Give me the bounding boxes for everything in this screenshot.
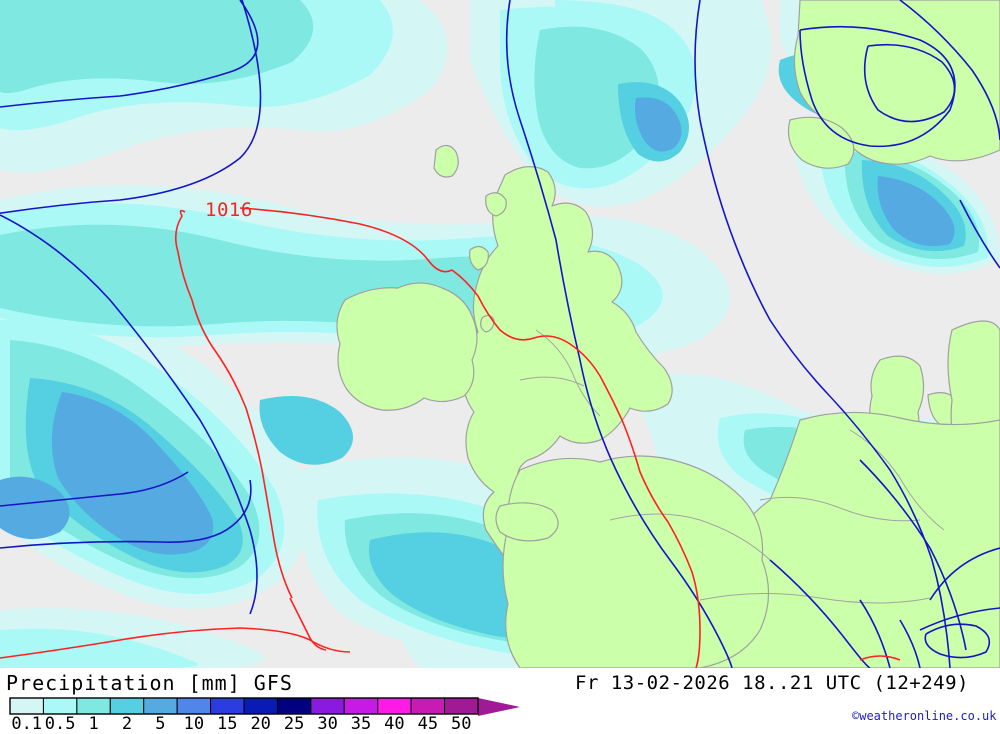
- colorbar-tick-5: 5: [155, 714, 166, 734]
- colorbar-band-5: [143, 697, 178, 715]
- colorbar-band-1: [76, 697, 111, 715]
- map-canvas: 1016: [0, 0, 1000, 668]
- colorbar-tick-0.5: 0.5: [44, 714, 76, 734]
- colorbar-tick-10: 10: [183, 714, 205, 734]
- colorbar-band-20: [243, 697, 278, 715]
- colorbar-band-50: [444, 697, 479, 715]
- isobar-low-group: [0, 0, 1000, 668]
- colorbar-swatches: [9, 697, 520, 716]
- land-brittany: [495, 502, 559, 542]
- colorbar-tick-25: 25: [283, 714, 305, 734]
- precipitation-map[interactable]: 1016: [0, 0, 1000, 668]
- isobar-label-1016: 1016: [205, 199, 253, 221]
- colorbar-band-0.1: [9, 697, 44, 715]
- colorbar-band-40: [377, 697, 412, 715]
- colorbar-band-25: [276, 697, 312, 715]
- precipitation-colorbar[interactable]: 0.1 0.5 1 2 5 10 15 20 25 30 35 40 45 50: [0, 696, 540, 734]
- colorbar-tick-35: 35: [350, 714, 372, 734]
- colorbar-tick-20: 20: [250, 714, 271, 734]
- colorbar-tick-labels: 0.1 0.5 1 2 5 10 15 20 25 30 35 40 45 50: [0, 714, 540, 734]
- colorbar-overflow-arrow: [478, 698, 520, 716]
- colorbar-tick-0.1: 0.1: [11, 714, 43, 734]
- colorbar-band-0.5: [42, 697, 78, 715]
- land-orkney: [485, 192, 507, 217]
- land-norway-coast: [787, 116, 855, 169]
- colorbar-band-2: [109, 697, 145, 715]
- colorbar-tick-1: 1: [88, 714, 99, 734]
- land-ireland: [336, 282, 478, 411]
- colorbar-tick-15: 15: [217, 714, 238, 734]
- colorbar-band-10: [176, 697, 212, 715]
- land-norway: [793, 0, 1000, 165]
- colorbar-band-35: [343, 697, 379, 715]
- model-run-label: Fr 13-02-2026 18..21 UTC (12+249): [575, 672, 969, 694]
- colorbar-band-30: [310, 697, 345, 715]
- legend-footer: Precipitation [mm] GFS Fr 13-02-2026 18.…: [0, 668, 1000, 734]
- isobar-layer: [0, 0, 1000, 668]
- colorbar-band-15: [210, 697, 245, 715]
- colorbar-outline: [9, 697, 479, 715]
- land-layer: [336, 0, 1000, 668]
- colorbar-tick-2: 2: [121, 714, 133, 734]
- land-shetland: [469, 245, 489, 271]
- land-france: [502, 455, 770, 668]
- legend-title: Precipitation [mm] GFS: [6, 671, 293, 695]
- isobar-high-group: [0, 207, 901, 668]
- colorbar-tick-50: 50: [451, 714, 472, 734]
- land-hebrides: [433, 144, 459, 178]
- colorbar-tick-30: 30: [317, 714, 338, 734]
- colorbar-tick-45: 45: [417, 714, 439, 734]
- copyright-notice: ©weatheronline.co.uk: [852, 709, 997, 723]
- colorbar-band-45: [410, 697, 446, 715]
- colorbar-tick-40: 40: [384, 714, 405, 734]
